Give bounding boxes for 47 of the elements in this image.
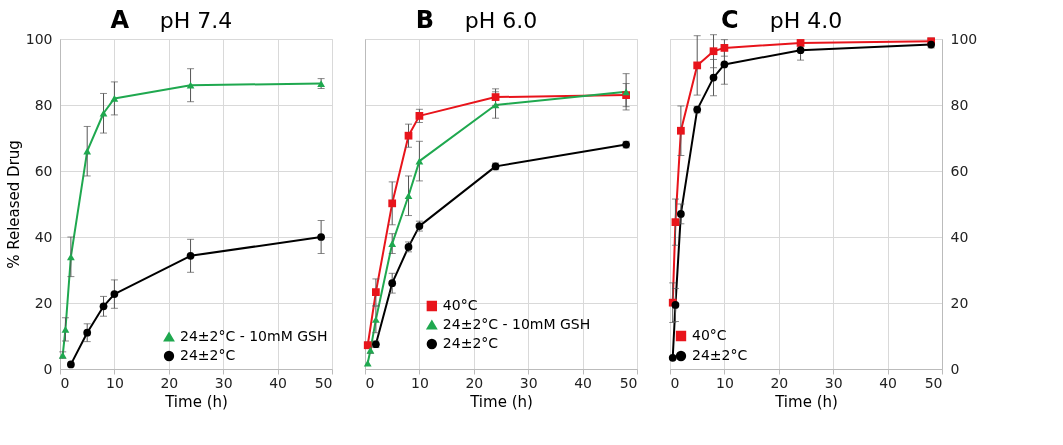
y-tick-label: 100 xyxy=(25,30,53,47)
y-tick-label: 80 xyxy=(34,96,53,113)
y-tick-label: 0 xyxy=(43,360,53,377)
y2-tick-label: 0 xyxy=(950,360,960,377)
x-axis-title: Time (h) xyxy=(469,392,533,411)
x-tick-label: 40 xyxy=(574,374,593,391)
chart-title: C xyxy=(721,6,739,34)
legend-label: 24±2°C xyxy=(180,347,236,363)
y-tick-label: 20 xyxy=(34,294,53,311)
x-tick-label: 50 xyxy=(619,374,638,391)
y-tick-label: 60 xyxy=(34,162,53,179)
x-axis-title: Time (h) xyxy=(774,392,838,411)
chart-subtitle: pH 6.0 xyxy=(464,8,538,33)
y-tick-label: 40 xyxy=(34,228,53,245)
x-tick-label: 50 xyxy=(924,374,943,391)
legend-label: 24±2°C - 10mM GSH xyxy=(442,316,591,332)
legend-label: 40°C xyxy=(442,297,478,313)
x-tick-label: 30 xyxy=(519,374,538,391)
legend-label: 24±2°C xyxy=(692,347,748,363)
x-tick-label: 40 xyxy=(269,374,288,391)
y-axis-title: % Released Drug xyxy=(4,140,23,269)
x-tick-label: 30 xyxy=(214,374,233,391)
x-tick-label: 20 xyxy=(770,374,789,391)
x-tick-label: 30 xyxy=(824,374,843,391)
x-tick-label: 20 xyxy=(160,374,179,391)
x-tick-label: 0 xyxy=(365,374,375,391)
y2-tick-label: 40 xyxy=(950,228,969,245)
x-tick-label: 10 xyxy=(410,374,429,391)
chart-title: B xyxy=(415,6,434,34)
chart-title: A xyxy=(110,6,130,34)
chart-subtitle: pH 4.0 xyxy=(769,8,843,33)
x-tick-label: 20 xyxy=(465,374,484,391)
legend-label: 24±2°C xyxy=(442,335,499,351)
x-tick-label: 10 xyxy=(715,374,734,391)
x-tick-label: 0 xyxy=(60,374,70,391)
chart-subtitle: pH 7.4 xyxy=(159,8,233,33)
y2-tick-label: 20 xyxy=(950,294,969,311)
x-axis-title: Time (h) xyxy=(164,392,228,411)
x-tick-label: 40 xyxy=(879,374,898,391)
legend-label: 40°C xyxy=(692,327,727,343)
y2-tick-label: 80 xyxy=(950,96,969,113)
legend-label: 24±2°C - 10mM GSH xyxy=(180,328,328,344)
y2-tick-label: 60 xyxy=(950,162,969,179)
x-tick-label: 50 xyxy=(314,374,333,391)
x-tick-label: 10 xyxy=(105,374,124,391)
y2-tick-label: 100 xyxy=(950,30,978,47)
x-tick-label: 0 xyxy=(670,374,680,391)
